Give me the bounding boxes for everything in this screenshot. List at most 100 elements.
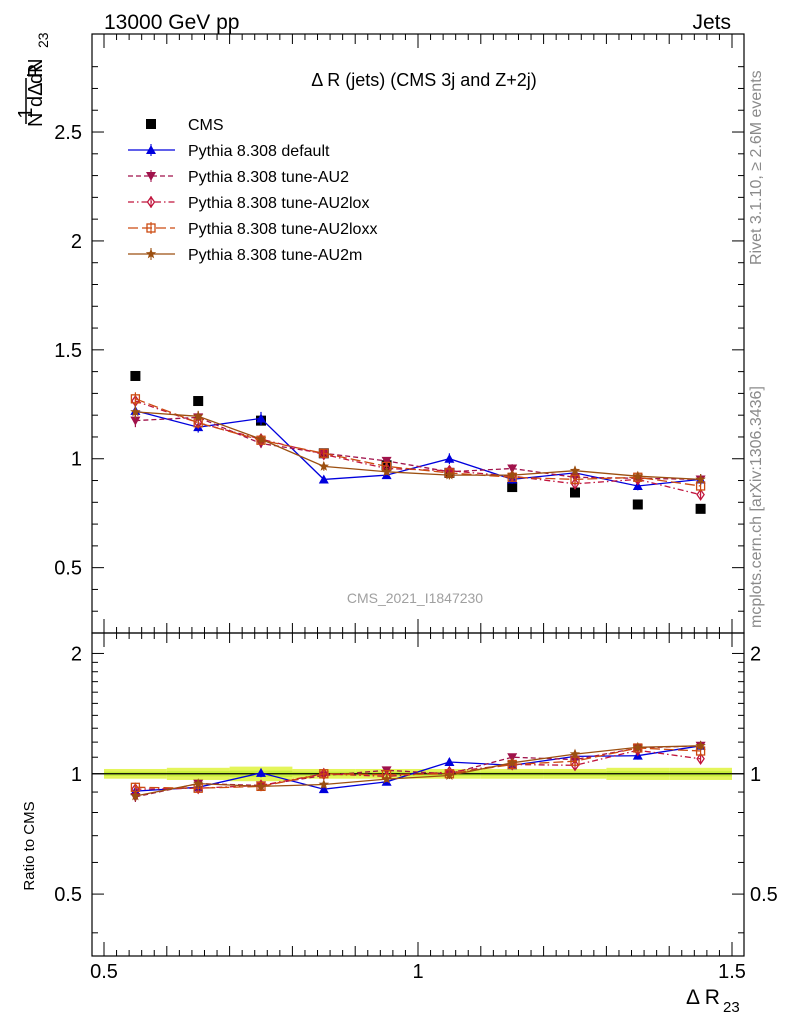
data-point [632, 470, 643, 481]
legend-marker [146, 119, 156, 129]
legend-entry-pythia-8-308-tune-au2loxx: Pythia 8.308 tune-AU2loxx [128, 221, 377, 238]
data-point [256, 413, 266, 423]
ratio-point [318, 779, 329, 789]
data-point [695, 503, 706, 514]
ratio-point [381, 773, 392, 784]
svg-text:dN: dN [25, 58, 47, 84]
data-point [570, 474, 580, 485]
legend-label: CMS [188, 117, 224, 134]
svg-text:23: 23 [723, 999, 740, 1016]
y-tick-label: 2.5 [54, 122, 82, 144]
main-ylabel: 1 dN N dΔ R 23 [15, 32, 51, 127]
ratio-point [695, 740, 706, 751]
ratio-y-tick-label: 1 [71, 764, 82, 786]
series-line [135, 416, 701, 481]
svg-text:Δ R: Δ R [686, 986, 720, 1009]
analysis-watermark: CMS_2021_I1847230 [347, 590, 483, 606]
ratio-point [570, 759, 580, 772]
data-point [569, 465, 581, 476]
series-line [135, 411, 701, 481]
ratio-layer [92, 740, 744, 802]
legend-label: Pythia 8.308 tune-AU2loxx [188, 221, 377, 238]
ratio-point [319, 769, 329, 779]
ratio-point [507, 757, 518, 768]
data-point [130, 406, 141, 417]
ratio-point [255, 780, 267, 791]
data-point [444, 469, 455, 480]
legend-entry-cms: CMS [146, 117, 224, 134]
series-pythia-8-308-tune-au2lox [131, 394, 705, 501]
series-line [135, 398, 701, 487]
data-point [381, 466, 392, 477]
data-point [507, 469, 518, 480]
header-left: 13000 GeV pp [104, 11, 239, 34]
x-tick-label: 1.5 [718, 961, 746, 983]
legend-marker [146, 223, 156, 233]
ratio-y-tick-label-right: 2 [750, 643, 761, 665]
rivet-label: Rivet 3.1.10, ≥ 2.6M events [748, 70, 765, 265]
data-point [318, 460, 329, 471]
legend-label: Pythia 8.308 tune-AU2 [188, 169, 349, 186]
series-pythia-8-308-tune-au2m [130, 405, 706, 485]
y-tick-label: 1.5 [54, 340, 82, 362]
data-point [130, 394, 141, 404]
x-tick-label: 0.5 [90, 961, 118, 983]
data-point [130, 416, 141, 426]
data-point [570, 487, 580, 498]
legend-marker [146, 195, 156, 209]
ratio-line [135, 745, 701, 798]
ratio-point [444, 770, 455, 780]
ratio-line [135, 745, 701, 797]
ratio-line [135, 745, 701, 792]
data-point [319, 448, 329, 458]
data-point [193, 396, 204, 407]
legend-entry-pythia-8-308-tune-au2: Pythia 8.308 tune-AU2 [128, 169, 349, 186]
ratio-point [319, 767, 329, 780]
legend-marker [146, 172, 156, 181]
data-point [444, 453, 455, 463]
legend-label: Pythia 8.308 tune-AU2lox [188, 195, 369, 212]
y-tick-label: 2 [71, 231, 82, 253]
main-layer [130, 370, 706, 514]
data-point [507, 482, 518, 493]
data-point [318, 474, 329, 484]
legend-marker [145, 248, 157, 259]
ratio-point [318, 784, 329, 794]
ratio-point [130, 790, 141, 801]
svg-text:N dΔ R: N dΔ R [25, 64, 47, 127]
chart-title: Δ R (jets) (CMS 3j and Z+2j) [311, 70, 537, 90]
data-point [381, 456, 392, 466]
mcplots-label: mcplots.cern.ch [arXiv:1306.3436] [748, 386, 765, 628]
data-point [319, 448, 329, 461]
data-point [570, 477, 580, 490]
ratio-y-tick-label-right: 1 [750, 764, 761, 786]
legend-label: Pythia 8.308 tune-AU2m [188, 247, 362, 264]
data-point [130, 370, 141, 381]
ratio-point [444, 757, 455, 767]
legend-entry-pythia-8-308-default: Pythia 8.308 default [128, 143, 330, 160]
ratio-frame [91, 632, 745, 957]
axes-layer: 0.5 1 1.5 2 2.5 0.5 1 1.5 0.5 0.5 1 1 2 2 [54, 34, 778, 983]
x-tick-label: 1 [412, 961, 423, 983]
legend-entry-pythia-8-308-tune-au2m: Pythia 8.308 tune-AU2m [128, 247, 362, 264]
svg-text:23: 23 [35, 32, 51, 48]
ratio-point [696, 752, 705, 765]
data-point [696, 488, 705, 501]
header-right: Jets [692, 11, 731, 34]
series-cms [130, 370, 706, 514]
ratio-point [256, 767, 266, 777]
ratio-ylabel: Ratio to CMS [21, 801, 38, 890]
legend-entry-pythia-8-308-tune-au2lox: Pythia 8.308 tune-AU2lox [128, 195, 369, 212]
series-line [135, 400, 701, 496]
data-point [255, 433, 267, 444]
legend-marker [146, 145, 156, 154]
data-point [695, 473, 706, 484]
y-tick-label: 0.5 [54, 558, 82, 580]
legend-label: Pythia 8.308 default [188, 143, 330, 160]
ratio-point [569, 748, 581, 759]
data-point [193, 410, 204, 421]
ratio-y-tick-label: 2 [71, 643, 82, 665]
y-tick-label: 1 [71, 449, 82, 471]
ratio-line [135, 747, 701, 789]
